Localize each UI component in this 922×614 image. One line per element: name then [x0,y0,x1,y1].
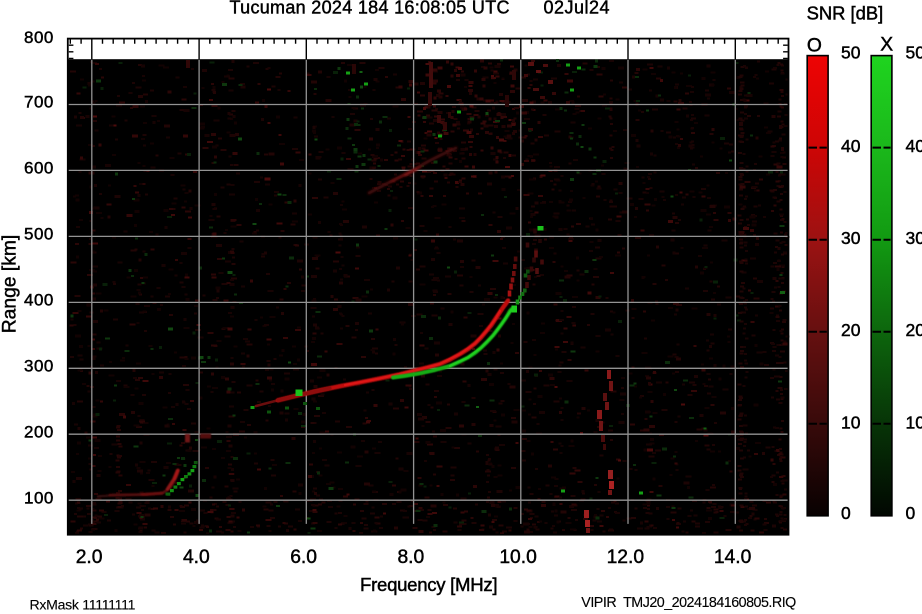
svg-text:50: 50 [906,43,922,63]
svg-text:40: 40 [841,136,861,156]
svg-text:200: 200 [24,422,53,441]
svg-text:400: 400 [24,291,53,310]
svg-text:14.0: 14.0 [714,547,752,568]
svg-text:0: 0 [906,503,916,523]
svg-text:0: 0 [841,503,851,523]
svg-text:20: 20 [841,320,861,340]
svg-text:8.0: 8.0 [397,547,424,568]
svg-text:SNR [dB]: SNR [dB] [807,2,884,23]
svg-text:O: O [807,36,822,57]
svg-text:X: X [880,35,893,56]
svg-text:02Jul24: 02Jul24 [544,0,610,18]
svg-text:RxMask 11111111: RxMask 11111111 [30,597,136,613]
svg-text:Tucuman 2024 184 16:08:05 UTC: Tucuman 2024 184 16:08:05 UTC [230,0,510,18]
svg-text:30: 30 [841,228,861,248]
svg-text:10: 10 [906,412,922,432]
svg-text:20: 20 [906,320,922,340]
svg-text:40: 40 [906,136,922,156]
svg-text:500: 500 [24,225,53,244]
svg-text:100: 100 [24,488,53,507]
svg-text:30: 30 [906,228,922,248]
svg-text:10.0: 10.0 [499,547,537,568]
svg-text:6.0: 6.0 [290,547,317,568]
svg-text:Range [km]: Range [km] [0,235,21,334]
svg-text:2.0: 2.0 [76,547,103,568]
svg-text:50: 50 [841,43,861,63]
svg-text:800: 800 [24,28,53,47]
svg-text:600: 600 [24,159,53,178]
svg-text:Frequency [MHz]: Frequency [MHz] [360,574,498,595]
svg-text:300: 300 [24,357,53,376]
svg-text:4.0: 4.0 [183,547,210,568]
svg-text:10: 10 [841,412,861,432]
svg-text:VIPIR TMJ20_2024184160805.RIQ: VIPIR TMJ20_2024184160805.RIQ [581,595,796,611]
svg-text:700: 700 [24,93,53,112]
svg-text:12.0: 12.0 [607,547,645,568]
